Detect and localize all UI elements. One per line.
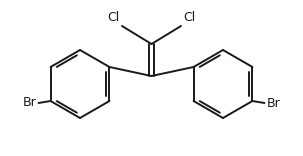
Text: Cl: Cl <box>183 11 195 24</box>
Text: Cl: Cl <box>108 11 120 24</box>
Text: Br: Br <box>23 97 37 110</box>
Text: Br: Br <box>266 97 280 110</box>
